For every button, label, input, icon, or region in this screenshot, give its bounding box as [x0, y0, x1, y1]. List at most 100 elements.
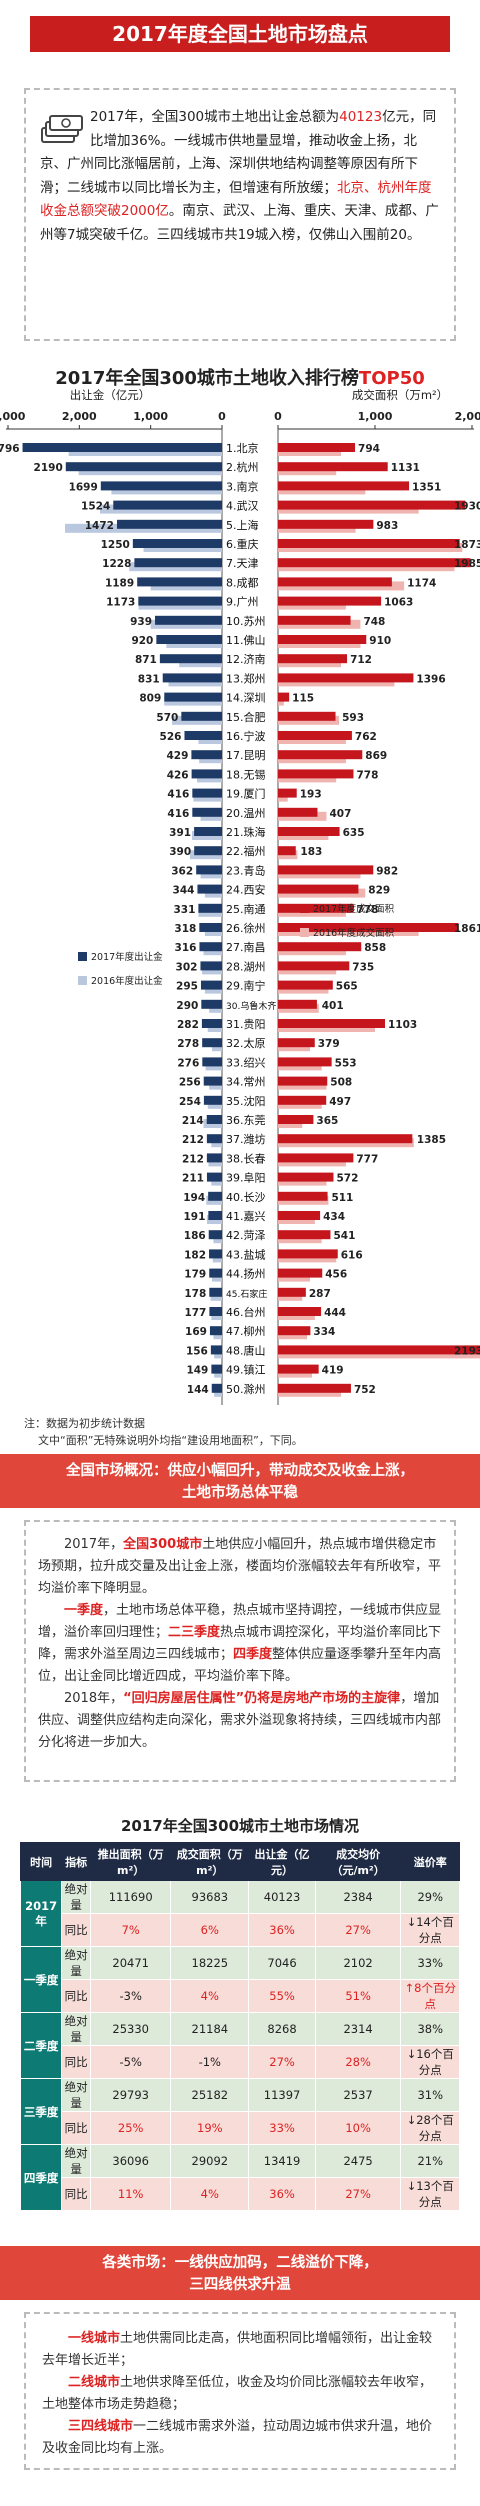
area-value-label: 1985: [454, 558, 480, 570]
area-value-label: 1873: [454, 539, 480, 551]
intro-text: 2017年，全国300城市土地出让金总额为40123亿元，同比增加36%。一线城…: [40, 109, 439, 243]
revenue-value-label: 169: [185, 1326, 207, 1338]
table-header-cell: 指标: [61, 1842, 92, 1881]
period-cell: 一季度: [19, 1946, 63, 2013]
area-value-label: 565: [336, 981, 358, 993]
revenue-value-label: 426: [167, 769, 189, 781]
bar-area-2017: [278, 462, 388, 472]
text-segment: 2018年，: [64, 1691, 124, 1706]
bar-revenue-2017: [206, 1172, 222, 1182]
revenue-value-label: 211: [182, 1173, 204, 1185]
bar-revenue-2017: [22, 443, 222, 452]
bar-area-2017: [278, 481, 410, 491]
section-banner-tiers: 各类市场：一线供应加码，二线溢价下降， 三四线供求升温: [0, 2246, 480, 2300]
bar-revenue-2017: [181, 711, 222, 721]
bar-revenue-2017: [132, 539, 222, 548]
value-cell: 111690: [90, 1880, 172, 1914]
bar-area-2017: [278, 1019, 385, 1028]
city-label: 9.广州: [226, 596, 259, 609]
area-value-label: 1861: [454, 923, 480, 935]
bar-area-2017: [278, 750, 363, 760]
city-label: 20.温州: [226, 807, 266, 820]
legend-swatch: [300, 928, 309, 937]
yoy-cell: 19%: [170, 2111, 250, 2145]
yoy-cell: ↑8个百分点: [400, 1979, 460, 2013]
revenue-value-label: 920: [131, 635, 153, 647]
metric-label: 同比: [61, 2111, 92, 2145]
revenue-value-label: 429: [166, 750, 188, 762]
value-cell: 29793: [90, 2078, 172, 2112]
yoy-cell: ↓13个百分点: [400, 2177, 460, 2211]
city-label: 24.西安: [226, 883, 266, 897]
area-value-label: 401: [322, 1000, 344, 1012]
national-summary-box: 2017年，全国300城市土地供应小幅回升，热点城市增供稳定市场预期，拉升成交量…: [24, 1520, 456, 1782]
city-label: 41.嘉兴: [226, 1209, 266, 1223]
bar-area-2017: [278, 1230, 331, 1240]
table-header-cell: 成交面积（万m²）: [170, 1842, 250, 1881]
bar-area-2017: [278, 1364, 319, 1374]
table-row: 同比 -3% 4% 55% 51% ↑8个百分点: [21, 1979, 460, 2013]
revenue-value-label: 278: [177, 1038, 199, 1050]
revenue-value-label: 295: [176, 981, 198, 993]
metric-label: 绝对量: [61, 2012, 92, 2046]
value-cell: 21%: [400, 2144, 460, 2178]
revenue-value-label: 1524: [81, 501, 110, 513]
bar-area-2017: [278, 1307, 322, 1316]
yoy-cell: 27%: [314, 2177, 402, 2211]
revenue-value-label: 194: [183, 1192, 205, 1204]
city-label: 1.北京: [226, 441, 259, 455]
city-label: 13.郑州: [226, 671, 266, 685]
bar-revenue-2017: [209, 1307, 222, 1316]
area-value-label: 593: [342, 712, 364, 724]
bar-area-2017: [278, 692, 290, 702]
value-cell: 29092: [170, 2144, 250, 2178]
table-title: 2017年全国300城市土地市场情况: [120, 1817, 360, 1835]
city-label: 16.宁波: [226, 729, 266, 743]
bar-area-2017: [278, 865, 374, 875]
city-label: 40.长沙: [226, 1191, 266, 1204]
national-summary-p1: 2017年，全国300城市土地供应小幅回升，热点城市增供稳定市场预期，拉升成交量…: [38, 1534, 442, 1600]
text-segment: 北京、杭州年度收金总额突破2000亿: [40, 179, 432, 220]
area-value-label: 456: [325, 1269, 347, 1281]
revenue-value-label: 1173: [106, 597, 135, 609]
area-value-label: 541: [333, 1230, 355, 1242]
bar-area-2017: [278, 1191, 328, 1201]
metric-label: 同比: [61, 1913, 92, 1947]
table-header-cell: 推出面积（万m²）: [90, 1842, 172, 1881]
revenue-value-label: 1189: [105, 577, 134, 589]
bar-revenue-2017: [164, 692, 222, 702]
city-label: 5.上海: [226, 518, 259, 532]
area-value-label: 508: [330, 1077, 352, 1089]
text-segment: 一二线城市需求外溢，拉动周边城市供求升温，地价及收金同比均有上涨。: [42, 2419, 433, 2456]
left-tick-label: 0: [218, 410, 226, 423]
table-row: 四季度 绝对量 36096 29092 13419 2475 21%: [19, 2144, 460, 2211]
city-label: 11.佛山: [226, 634, 266, 647]
city-label: 25.南通: [226, 903, 266, 916]
revenue-value-label: 1472: [85, 520, 114, 532]
tier-summary-p2: 二线城市土地供求降至低位，收金及均价同比涨幅较去年收窄，土地整体市场走势趋稳；: [42, 2372, 438, 2416]
city-label: 46.台州: [226, 1305, 266, 1319]
text-segment: 。南京、武汉、上海、重庆、天津、成都、广州等7城突破千亿。三四线城市共19城入榜…: [40, 203, 439, 243]
land-revenue-chart: 出让金（亿元） 成交面积（万m²） 3,000 2,000 1,000 0 0 1,000 2,…: [0, 388, 480, 1405]
chart-title: 2017年全国300城市土地收入排行榜TOP50: [55, 368, 425, 389]
bar-revenue-2017: [203, 1095, 222, 1105]
bar-area-2017: [278, 942, 362, 952]
bar-area-2017: [278, 1057, 332, 1067]
bar-area-2017: [278, 1095, 327, 1105]
bar-area-2017: [278, 558, 471, 568]
text-segment: 四季度: [233, 1647, 273, 1662]
bar-revenue-2017: [202, 1038, 222, 1048]
left-tick-label: 2,000: [62, 410, 97, 423]
table-row: 二季度 绝对量 25330 21184 8268 2314 38%: [19, 2012, 460, 2079]
city-label: 4.武汉: [226, 500, 259, 513]
area-value-label: 287: [309, 1288, 331, 1300]
city-label: 47.柳州: [226, 1324, 266, 1338]
revenue-value-label: 871: [135, 654, 157, 666]
text-segment: 三四线城市: [68, 2419, 134, 2434]
revenue-value-label: 331: [173, 904, 195, 916]
table-header-cell: 出让金（亿元）: [248, 1842, 316, 1881]
city-label: 3.南京: [226, 479, 259, 493]
metric-label: 同比: [61, 2045, 92, 2079]
city-label: 23.青岛: [226, 863, 266, 877]
